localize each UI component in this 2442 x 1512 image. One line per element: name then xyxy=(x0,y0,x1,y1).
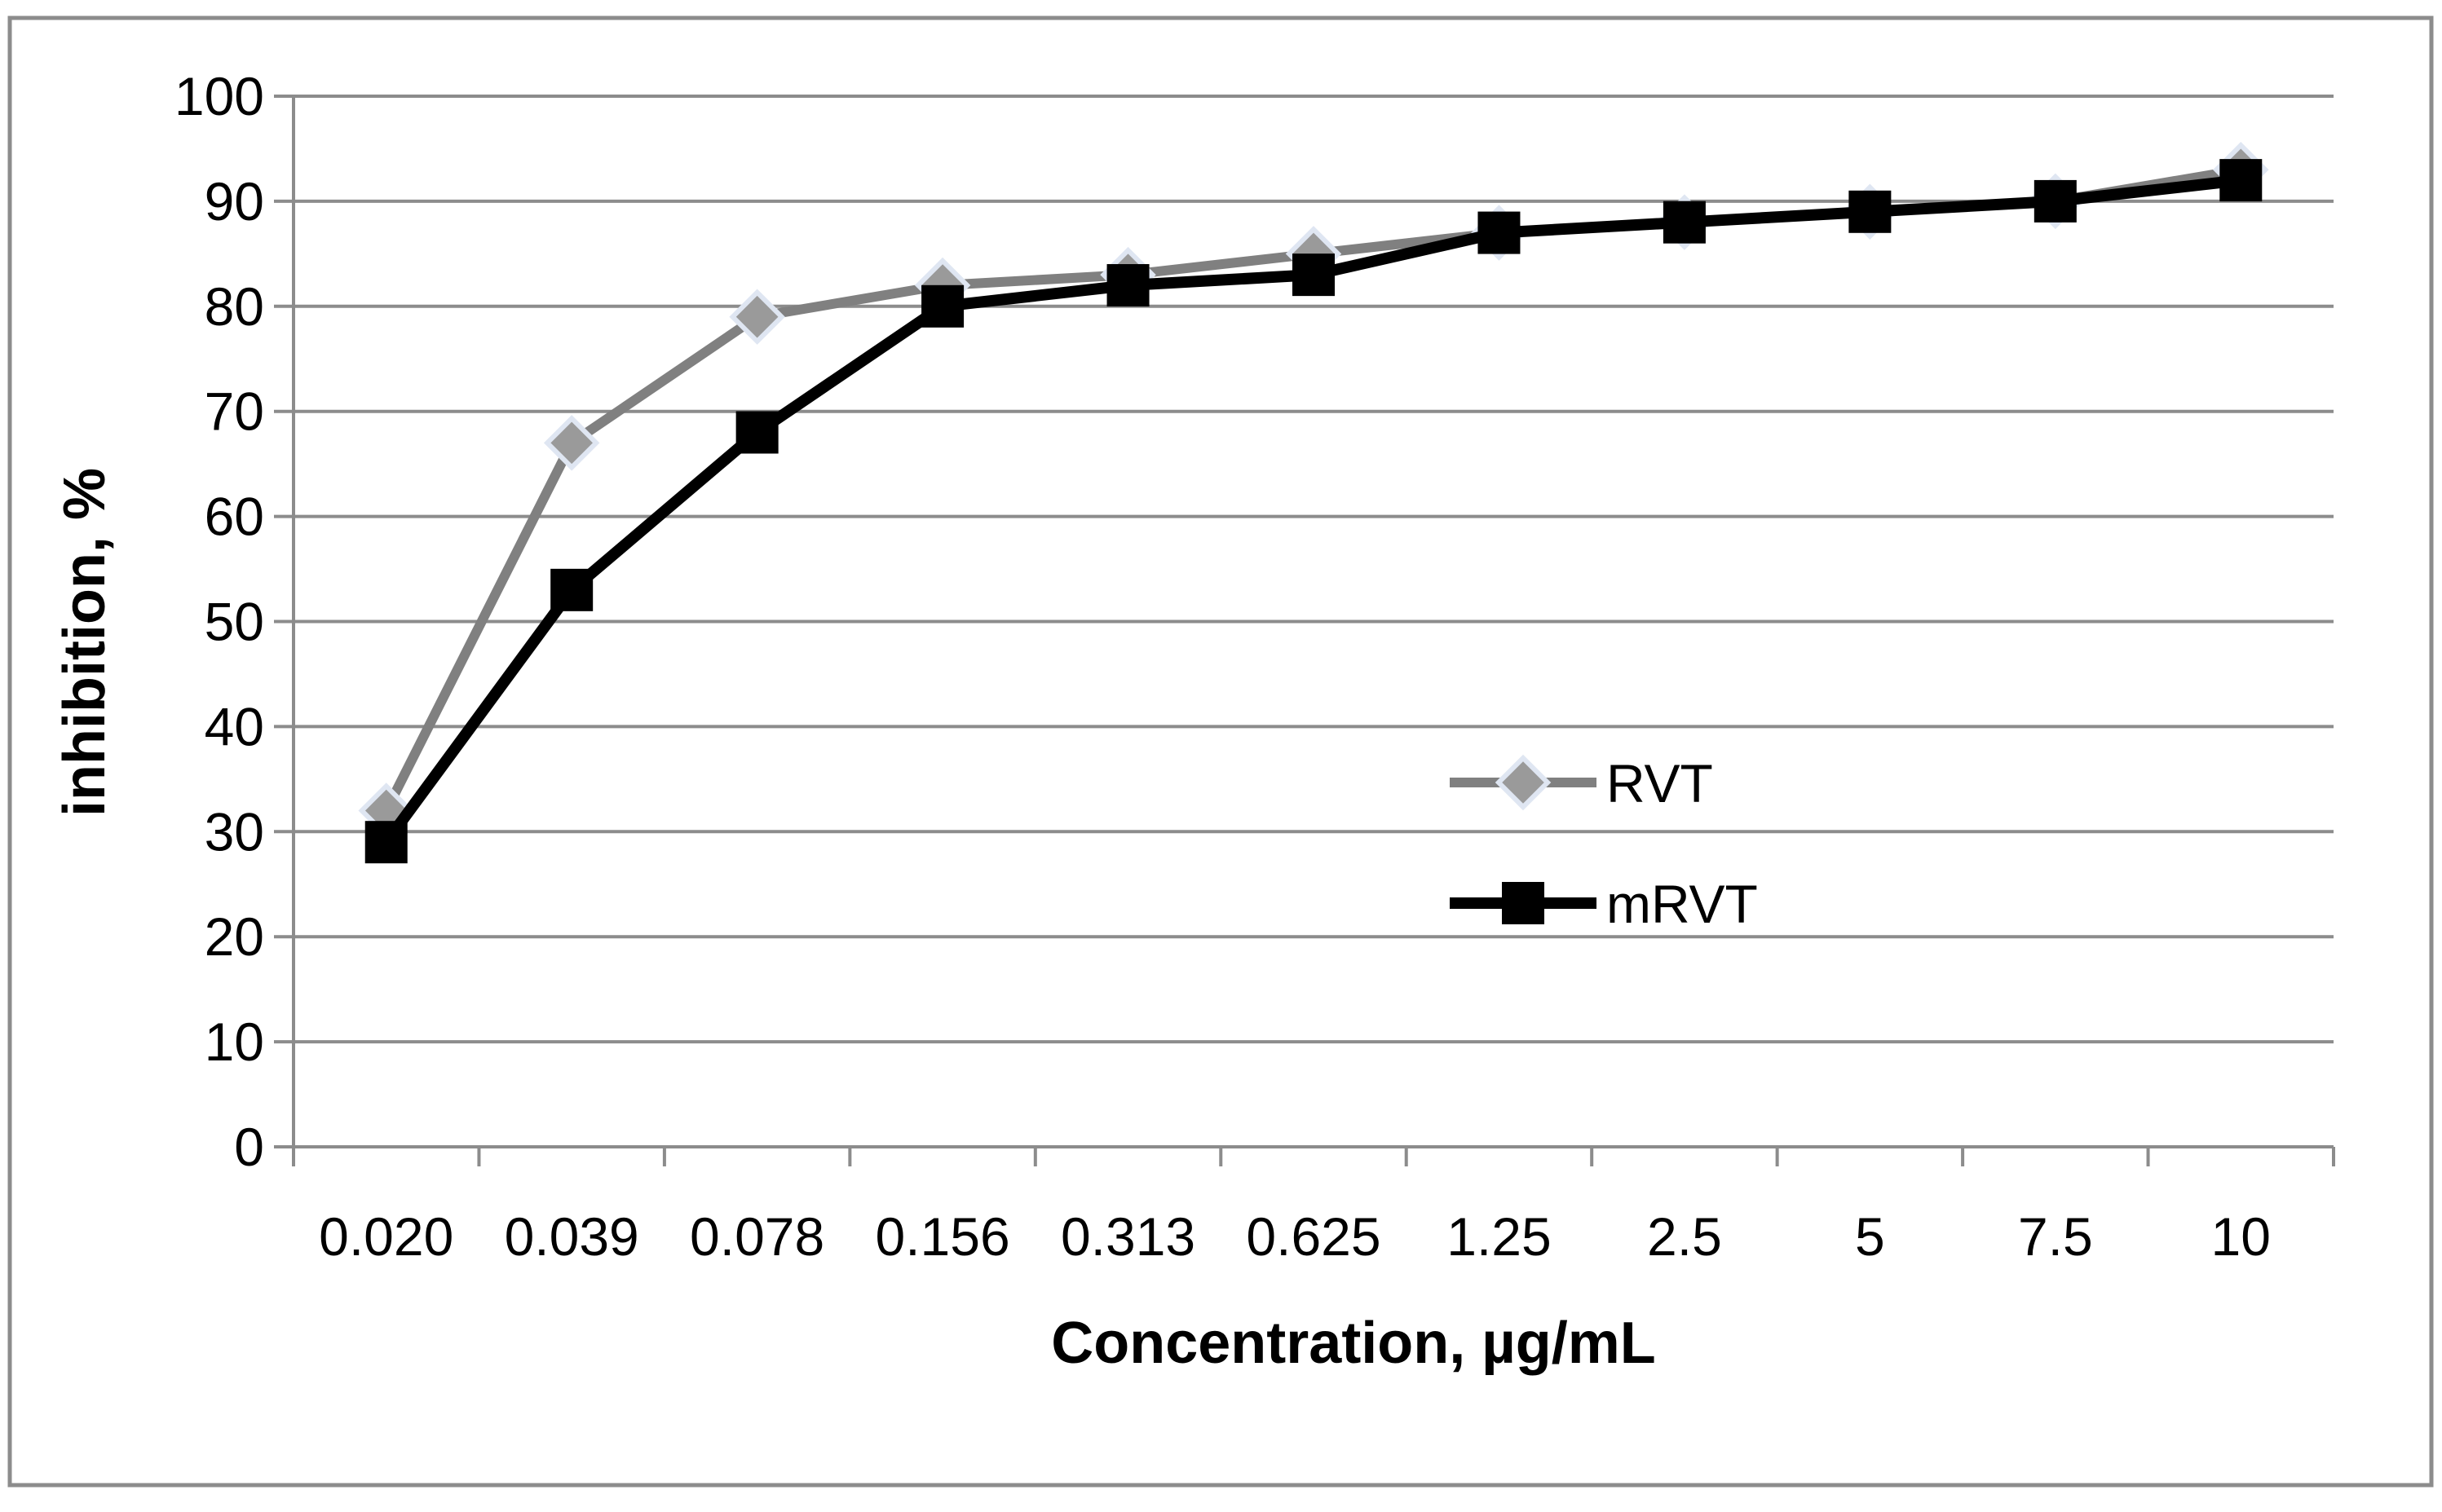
data-point-mRVT xyxy=(921,284,965,328)
y-tick-label: 50 xyxy=(205,592,264,652)
series-layer xyxy=(358,141,2269,864)
data-point-mRVT xyxy=(550,568,594,611)
y-tick-label: 0 xyxy=(234,1117,264,1177)
data-point-mRVT xyxy=(364,821,408,864)
x-tick-label: 0.078 xyxy=(690,1206,824,1267)
legend-label-RVT: RVT xyxy=(1606,753,1713,813)
data-point-mRVT xyxy=(1292,253,1335,297)
x-tick-label: 10 xyxy=(2211,1206,2271,1267)
data-point-RVT xyxy=(729,289,785,345)
gridlines xyxy=(294,95,2334,1044)
x-tick-label: 0.625 xyxy=(1246,1206,1380,1267)
data-point-RVT xyxy=(543,415,600,471)
x-tick-label: 2.5 xyxy=(1647,1206,1722,1267)
legend-marker-mRVT xyxy=(1502,882,1544,924)
x-axis-title: Concentration, µg/mL xyxy=(1051,1311,1655,1376)
x-tick-label: 7.5 xyxy=(2018,1206,2093,1267)
y-tick-label: 80 xyxy=(205,276,264,337)
legend-marker-RVT xyxy=(1495,754,1552,811)
axes: 0 10 20 30 40 50 60 70 80 90 100 0.020 0.039 0.078 0.1… xyxy=(174,66,2335,1267)
y-tick-label: 40 xyxy=(205,696,264,756)
legend: RVT mRVT xyxy=(1450,753,1758,934)
data-point-mRVT xyxy=(1663,201,1706,244)
y-tick-label: 30 xyxy=(205,801,264,862)
y-tick-label: 70 xyxy=(205,381,264,442)
data-point-mRVT xyxy=(735,411,779,454)
x-tick-label: 0.020 xyxy=(319,1206,453,1267)
x-tick-label: 0.039 xyxy=(505,1206,639,1267)
y-axis-title: inhibition, % xyxy=(52,468,117,817)
x-tick-label: 1.25 xyxy=(1446,1206,1551,1267)
data-point-mRVT xyxy=(1848,190,1892,233)
data-point-mRVT xyxy=(2219,159,2263,202)
y-tick-label: 20 xyxy=(205,906,264,967)
legend-label-mRVT: mRVT xyxy=(1606,874,1758,934)
y-tick-label: 100 xyxy=(174,66,264,126)
y-tick-label: 60 xyxy=(205,487,264,547)
data-point-mRVT xyxy=(1477,211,1521,254)
data-point-mRVT xyxy=(1106,264,1150,307)
x-tick-label: 5 xyxy=(1855,1206,1885,1267)
series-mRVT xyxy=(364,159,2263,864)
x-tick-label: 0.313 xyxy=(1061,1206,1195,1267)
data-point-mRVT xyxy=(2034,179,2077,223)
y-tick-label: 10 xyxy=(205,1012,264,1072)
y-tick-label: 90 xyxy=(205,171,264,231)
x-tick-label: 0.156 xyxy=(876,1206,1010,1267)
